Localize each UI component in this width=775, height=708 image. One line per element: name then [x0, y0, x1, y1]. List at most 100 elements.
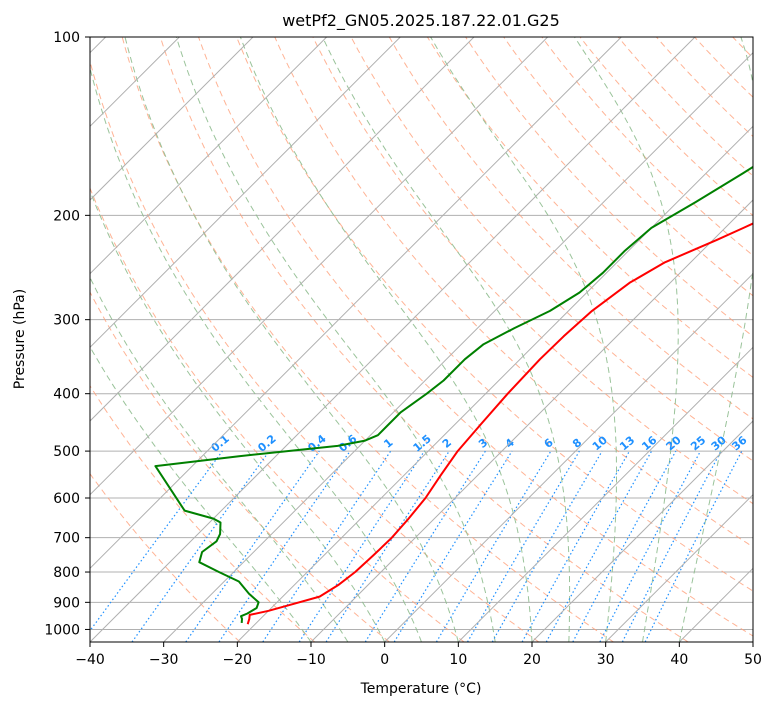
mixing-ratio-line	[262, 450, 392, 642]
moist-adiabat-line	[239, 37, 533, 642]
dry-adiabat-line	[388, 37, 753, 420]
moist-adiabat-line	[678, 37, 753, 642]
mixing-ratio-line	[298, 450, 425, 642]
mixing-ratio-label: 20	[664, 433, 684, 453]
mixing-ratio-label: 1	[381, 436, 395, 451]
mixing-ratio-label: 8	[570, 436, 584, 451]
x-tick-label: −30	[149, 652, 179, 668]
moist-adiabat-line	[124, 37, 459, 642]
mixing-ratio-line	[131, 450, 270, 642]
y-tick-label: 800	[53, 565, 80, 581]
isotherm-gridline	[90, 37, 475, 422]
y-tick-label: 500	[53, 444, 80, 460]
mixing-ratio-label: 25	[688, 433, 708, 453]
mixing-ratio-label: 3	[476, 436, 490, 451]
isotherm-gridline	[605, 493, 753, 642]
isotherm-gridline	[90, 37, 254, 201]
plot-area: 0.10.20.40.611.5234681013162025303610	[90, 37, 775, 642]
isotherm-gridline	[236, 125, 753, 642]
y-tick-label: 700	[53, 531, 80, 547]
mixing-ratio-line	[545, 450, 653, 642]
dry-adiabat-line	[90, 472, 241, 642]
moist-adiabat-line	[574, 37, 679, 642]
isotherm-gridline	[90, 37, 549, 496]
dry-adiabat-line	[771, 37, 775, 642]
mixing-ratio-line	[435, 450, 552, 642]
y-axis-label: Pressure (hPa)	[12, 289, 28, 389]
dry-adiabat-line	[159, 37, 689, 642]
temperature-profile-line	[246, 222, 753, 625]
dry-adiabat-line	[274, 37, 753, 548]
x-axis: −40 −30 −20 −10 0 10 20 30 40 50	[75, 642, 762, 668]
x-tick-label: 40	[670, 652, 688, 668]
dewpoint-profile-line	[154, 165, 753, 623]
x-tick-label: 0	[380, 652, 389, 668]
y-tick-label: 900	[53, 595, 80, 611]
mixing-ratio-line	[393, 450, 513, 642]
x-tick-label: 30	[597, 652, 615, 668]
mixing-ratio-line	[572, 450, 677, 642]
dry-adiabat-line	[90, 186, 465, 642]
moist-adiabat-line	[90, 276, 349, 642]
x-tick-label: 20	[523, 652, 541, 668]
mixing-ratio-line	[621, 450, 722, 642]
moist-adiabat-line	[322, 37, 571, 642]
dry-adiabat-line	[312, 37, 753, 505]
isotherm-gridline	[163, 51, 753, 642]
dry-adiabat-line	[236, 37, 753, 592]
moist-adiabat-line	[90, 345, 312, 642]
moist-adiabat-line	[90, 65, 422, 642]
dry-adiabat-line	[694, 37, 753, 98]
y-tick-label: 600	[53, 491, 80, 507]
isotherm-gridline	[752, 641, 753, 642]
dry-adiabat-line	[90, 291, 390, 642]
dry-adiabat-line	[350, 37, 753, 462]
dry-adiabat-line	[90, 59, 540, 642]
mixing-ratio-line	[90, 450, 223, 632]
x-tick-label: −40	[75, 652, 105, 668]
y-tick-label: 1000	[44, 622, 80, 638]
dry-adiabat-line	[656, 37, 753, 138]
dry-adiabat-line	[503, 37, 753, 297]
dry-adiabat-line	[90, 384, 316, 642]
moist-adiabat-line	[175, 37, 496, 642]
x-tick-label: −20	[223, 652, 253, 668]
isotherm-gridline	[531, 420, 753, 642]
mixing-ratio-line	[218, 450, 351, 642]
mixing-ratio-line	[521, 450, 631, 642]
x-tick-label: 10	[449, 652, 467, 668]
mixing-ratio-line	[644, 450, 743, 642]
dry-adiabat-line	[426, 37, 753, 379]
mixing-ratio-label: 13	[617, 434, 637, 454]
dry-adiabat-line	[121, 37, 614, 642]
isotherm-gridline	[90, 37, 328, 275]
isotherm-gridline	[678, 567, 753, 642]
mixing-ratio-label: 10	[590, 433, 610, 453]
mixing-ratio-label: 2	[440, 436, 454, 451]
isotherm-gridline	[457, 346, 753, 642]
moist-adiabat-line	[430, 37, 617, 642]
x-tick-label: −10	[296, 652, 326, 668]
chart-title: wetPf2_GN05.2025.187.22.01.G25	[282, 11, 560, 31]
y-tick-label: 300	[53, 313, 80, 329]
isotherm-gridline	[310, 199, 753, 642]
x-axis-label: Temperature (°C)	[360, 681, 482, 697]
mixing-ratio-line	[599, 450, 702, 642]
mixing-ratio-line	[185, 450, 320, 642]
y-tick-label: 100	[53, 30, 80, 46]
plot-frame	[89, 36, 754, 643]
dry-adiabat-line	[465, 37, 753, 338]
x-tick-label: 50	[744, 652, 762, 668]
isotherm-gridline	[90, 37, 622, 570]
isotherm-gridline	[90, 37, 696, 642]
dry-adiabat-line	[541, 37, 753, 257]
mixing-ratio-label: 30	[709, 433, 729, 453]
y-axis: 100 200 300 400 500 600 700 800 900 1000	[44, 30, 90, 638]
mixing-ratio-line	[325, 450, 450, 642]
isotherm-gridline	[384, 272, 753, 642]
isotherm-gridline	[90, 37, 401, 349]
y-tick-label: 200	[53, 208, 80, 224]
mixing-ratio-label: 36	[730, 433, 750, 453]
moist-adiabat-line	[90, 189, 386, 642]
